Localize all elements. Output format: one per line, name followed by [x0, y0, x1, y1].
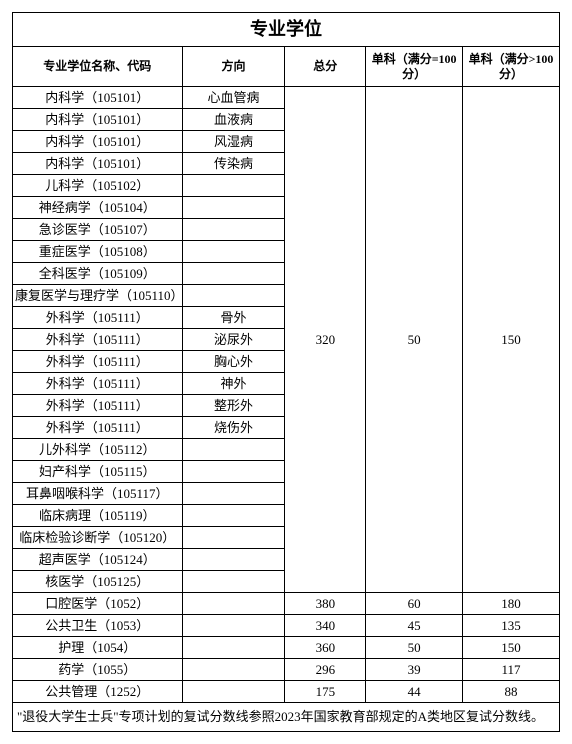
cell-name: 全科医学（105109） [13, 263, 183, 285]
cell-name: 外科学（105111） [13, 417, 183, 439]
cell-name: 耳鼻咽喉科学（105117） [13, 483, 183, 505]
cell-total: 320 [285, 87, 366, 593]
cell-direction: 神外 [182, 373, 285, 395]
cell-direction [182, 549, 285, 571]
table-row: 药学（1055） 29639117 [13, 659, 560, 681]
cell-direction [182, 505, 285, 527]
cell-subject1: 50 [366, 637, 463, 659]
header-total: 总分 [285, 47, 366, 87]
cell-name: 妇产科学（105115） [13, 461, 183, 483]
cell-direction [182, 241, 285, 263]
cell-direction [182, 527, 285, 549]
cell-name: 公共卫生（1053） [13, 615, 183, 637]
cell-direction [182, 439, 285, 461]
cell-name: 外科学（105111） [13, 395, 183, 417]
cell-direction [182, 285, 285, 307]
cell-name: 急诊医学（105107） [13, 219, 183, 241]
cell-direction: 血液病 [182, 109, 285, 131]
cell-direction: 整形外 [182, 395, 285, 417]
cell-name: 儿外科学（105112） [13, 439, 183, 461]
cell-total: 380 [285, 593, 366, 615]
cell-name: 核医学（105125） [13, 571, 183, 593]
table-row: 公共卫生（1053） 34045135 [13, 615, 560, 637]
cell-direction [182, 175, 285, 197]
cell-direction: 胸心外 [182, 351, 285, 373]
cell-direction [182, 637, 285, 659]
header-row: 专业学位名称、代码 方向 总分 单科（满分=100分） 单科（满分>100分） [13, 47, 560, 87]
cell-total: 175 [285, 681, 366, 703]
table-row: 护理（1054） 36050150 [13, 637, 560, 659]
cell-subject2: 117 [463, 659, 560, 681]
table-row: 公共管理（1252） 1754488 [13, 681, 560, 703]
cell-direction: 风湿病 [182, 131, 285, 153]
cell-subject2: 180 [463, 593, 560, 615]
footnote-row: "退役大学生士兵"专项计划的复试分数线参照2023年国家教育部规定的A类地区复试… [13, 703, 560, 732]
cell-subject2: 135 [463, 615, 560, 637]
table-row: 内科学（105101）心血管病32050150 [13, 87, 560, 109]
cell-direction: 骨外 [182, 307, 285, 329]
cell-subject1: 44 [366, 681, 463, 703]
cell-name: 外科学（105111） [13, 373, 183, 395]
cell-direction [182, 461, 285, 483]
table-row: 口腔医学（1052） 38060180 [13, 593, 560, 615]
cell-subject1: 39 [366, 659, 463, 681]
cell-direction [182, 615, 285, 637]
cell-name: 外科学（105111） [13, 351, 183, 373]
cell-name: 护理（1054） [13, 637, 183, 659]
cell-direction [182, 263, 285, 285]
professional-degree-table: 专业学位 专业学位名称、代码 方向 总分 单科（满分=100分） 单科（满分>1… [12, 12, 560, 732]
cell-subject1: 60 [366, 593, 463, 615]
title-row: 专业学位 [13, 13, 560, 47]
cell-name: 公共管理（1252） [13, 681, 183, 703]
header-subject2: 单科（满分>100分） [463, 47, 560, 87]
cell-direction: 泌尿外 [182, 329, 285, 351]
cell-name: 口腔医学（1052） [13, 593, 183, 615]
table-title: 专业学位 [13, 13, 560, 47]
cell-name: 药学（1055） [13, 659, 183, 681]
cell-name: 重症医学（105108） [13, 241, 183, 263]
cell-name: 康复医学与理疗学（105110） [13, 285, 183, 307]
cell-direction [182, 219, 285, 241]
cell-subject2: 150 [463, 637, 560, 659]
header-direction: 方向 [182, 47, 285, 87]
cell-total: 296 [285, 659, 366, 681]
cell-direction: 心血管病 [182, 87, 285, 109]
cell-direction: 烧伤外 [182, 417, 285, 439]
footnote-text: "退役大学生士兵"专项计划的复试分数线参照2023年国家教育部规定的A类地区复试… [13, 703, 560, 732]
cell-subject2: 88 [463, 681, 560, 703]
cell-name: 内科学（105101） [13, 87, 183, 109]
cell-direction [182, 197, 285, 219]
cell-name: 神经病学（105104） [13, 197, 183, 219]
cell-direction: 传染病 [182, 153, 285, 175]
cell-direction [182, 483, 285, 505]
cell-name: 内科学（105101） [13, 153, 183, 175]
cell-subject1: 45 [366, 615, 463, 637]
cell-total: 360 [285, 637, 366, 659]
cell-direction [182, 681, 285, 703]
cell-subject2: 150 [463, 87, 560, 593]
cell-direction [182, 593, 285, 615]
cell-name: 内科学（105101） [13, 109, 183, 131]
cell-name: 超声医学（105124） [13, 549, 183, 571]
cell-subject1: 50 [366, 87, 463, 593]
cell-name: 外科学（105111） [13, 329, 183, 351]
cell-total: 340 [285, 615, 366, 637]
cell-direction [182, 659, 285, 681]
header-subject1: 单科（满分=100分） [366, 47, 463, 87]
cell-direction [182, 571, 285, 593]
header-name: 专业学位名称、代码 [13, 47, 183, 87]
cell-name: 内科学（105101） [13, 131, 183, 153]
cell-name: 外科学（105111） [13, 307, 183, 329]
cell-name: 临床病理（105119） [13, 505, 183, 527]
cell-name: 临床检验诊断学（105120） [13, 527, 183, 549]
cell-name: 儿科学（105102） [13, 175, 183, 197]
